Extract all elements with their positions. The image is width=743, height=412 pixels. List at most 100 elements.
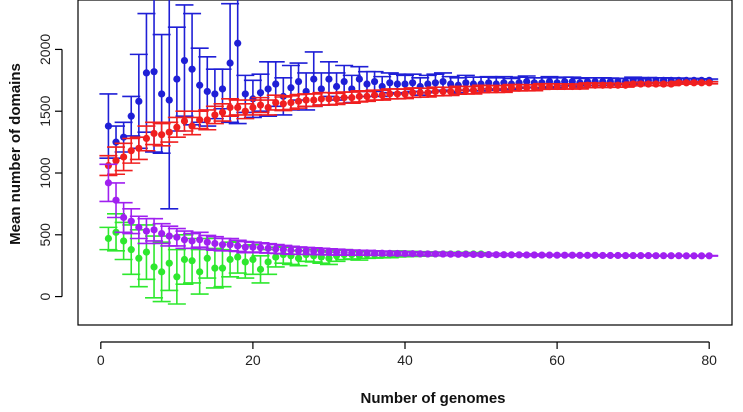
axes-layer: 0 20 40 60 80 0 500 1000 1500 2000 xyxy=(37,34,717,368)
data-point-red xyxy=(165,128,173,136)
data-point-red xyxy=(218,108,227,117)
data-point-green xyxy=(196,268,204,276)
data-point-purple xyxy=(234,242,242,250)
data-point-green xyxy=(211,264,219,272)
data-point-purple xyxy=(226,241,234,249)
y-tick-label: 2000 xyxy=(37,34,53,65)
data-point-red xyxy=(431,87,440,96)
data-point-purple xyxy=(447,250,455,258)
data-point-blue xyxy=(332,82,341,91)
data-point-blue xyxy=(462,79,470,87)
data-point-blue xyxy=(180,56,189,65)
data-point-purple xyxy=(485,250,493,259)
data-point-red xyxy=(705,79,713,87)
data-point-red xyxy=(690,79,698,87)
data-point-blue xyxy=(272,80,280,88)
data-point-purple xyxy=(264,244,272,252)
data-point-blue xyxy=(409,79,417,87)
data-point-green xyxy=(294,254,303,262)
data-point-red xyxy=(203,116,211,124)
data-point-red xyxy=(507,84,516,92)
data-point-red xyxy=(332,95,341,103)
data-point-red xyxy=(310,96,318,104)
data-point-red xyxy=(545,82,554,91)
data-point-red xyxy=(393,90,401,98)
data-point-green xyxy=(218,264,227,272)
x-tick-label: 80 xyxy=(701,352,717,368)
data-point-red xyxy=(462,86,470,94)
data-point-blue xyxy=(196,81,204,89)
data-point-blue xyxy=(523,77,531,86)
data-point-red xyxy=(120,153,128,161)
data-point-purple xyxy=(439,250,447,258)
data-point-red xyxy=(576,82,584,91)
data-point-green xyxy=(234,253,242,261)
data-point-red xyxy=(378,91,386,99)
data-point-green xyxy=(158,268,166,276)
data-point-purple xyxy=(302,247,310,255)
data-point-blue xyxy=(188,65,196,73)
x-tick-label: 20 xyxy=(245,352,261,368)
data-point-purple xyxy=(135,223,143,231)
data-point-red xyxy=(409,89,417,97)
y-axis-title: Mean number of domains xyxy=(7,63,24,245)
data-point-blue xyxy=(127,112,135,120)
data-point-purple xyxy=(507,251,516,259)
data-point-purple xyxy=(196,236,204,244)
data-point-purple xyxy=(431,250,440,258)
y-tick-label: 500 xyxy=(37,223,53,247)
data-point-red xyxy=(492,85,500,93)
data-point-purple xyxy=(705,252,713,260)
data-point-purple xyxy=(500,251,508,259)
data-point-blue xyxy=(173,75,181,83)
data-point-blue xyxy=(401,80,409,88)
series-purple xyxy=(99,163,719,260)
data-point-red xyxy=(150,129,158,138)
data-point-red xyxy=(340,94,348,102)
series-layer xyxy=(99,0,719,305)
data-point-green xyxy=(104,234,113,243)
data-point-red xyxy=(697,79,706,87)
data-point-red xyxy=(180,117,189,125)
y-tick-label: 1000 xyxy=(37,157,53,188)
data-point-red xyxy=(538,82,546,91)
data-point-red xyxy=(173,123,181,131)
data-point-blue xyxy=(203,87,211,96)
data-point-blue xyxy=(150,68,158,76)
data-point-green xyxy=(142,248,151,256)
data-point-red xyxy=(454,86,462,94)
data-point-blue xyxy=(142,69,151,77)
data-point-blue xyxy=(112,138,120,146)
data-point-red xyxy=(256,101,265,109)
series-green xyxy=(99,212,491,305)
data-point-red xyxy=(241,107,249,115)
data-point-red xyxy=(515,84,523,92)
data-point-red xyxy=(249,103,257,112)
data-point-red xyxy=(447,87,455,96)
data-point-green xyxy=(150,263,158,271)
data-point-purple xyxy=(287,246,295,254)
data-point-green xyxy=(249,255,257,264)
data-point-purple xyxy=(317,247,325,256)
data-point-purple xyxy=(150,226,158,234)
data-point-blue xyxy=(135,97,143,105)
data-point-purple xyxy=(158,229,166,238)
data-point-purple xyxy=(188,237,196,245)
data-point-red xyxy=(294,97,303,105)
data-point-red xyxy=(652,80,660,88)
data-point-red xyxy=(363,92,371,100)
data-point-red xyxy=(112,157,120,165)
plot-frame xyxy=(77,0,733,326)
data-point-red xyxy=(439,87,447,96)
data-point-blue xyxy=(439,77,447,86)
data-point-purple xyxy=(424,250,432,258)
data-point-purple xyxy=(492,251,500,259)
data-point-purple xyxy=(173,233,181,241)
data-point-purple xyxy=(310,247,318,255)
data-point-red xyxy=(196,116,204,124)
data-point-red xyxy=(158,131,166,139)
data-point-blue xyxy=(325,75,333,83)
data-point-blue xyxy=(370,77,379,86)
data-point-red xyxy=(317,95,325,103)
